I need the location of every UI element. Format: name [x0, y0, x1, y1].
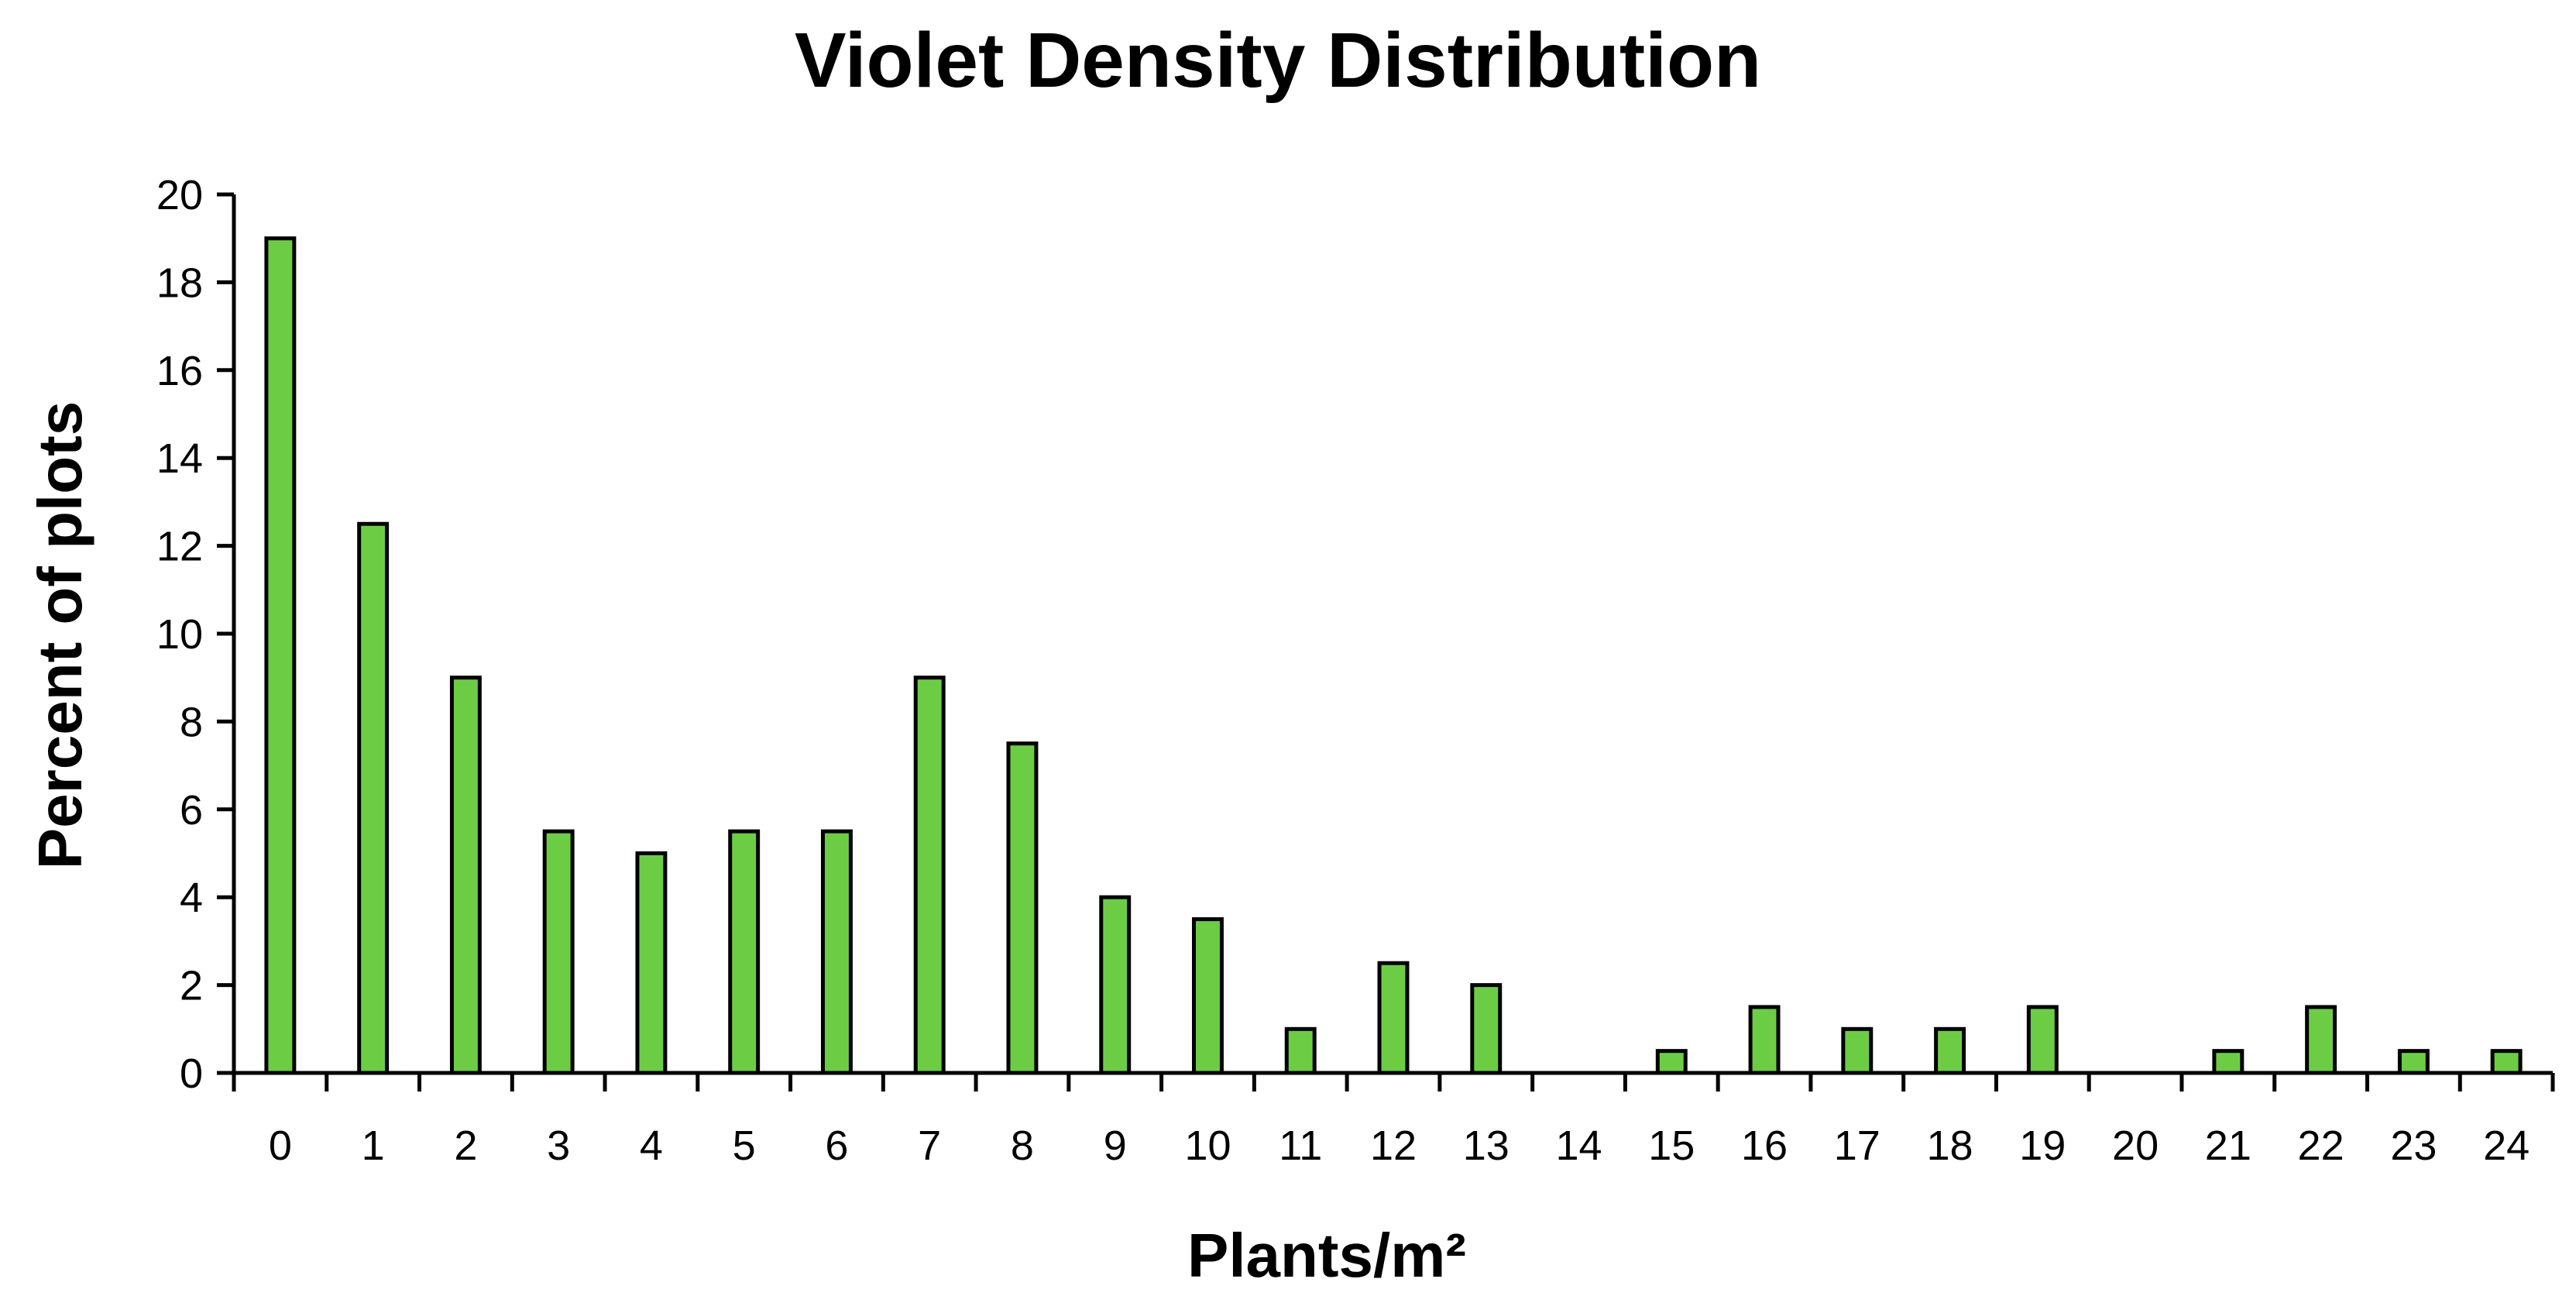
x-tick-label: 13 [1463, 1123, 1510, 1169]
bar-16 [1748, 1005, 1781, 1075]
bar-5 [728, 829, 761, 1075]
bars-group [264, 236, 2523, 1075]
y-tick-label: 14 [156, 435, 203, 482]
x-tick-label: 6 [825, 1123, 848, 1169]
y-tick-label: 8 [180, 699, 203, 745]
x-tick-label: 15 [1648, 1123, 1695, 1169]
y-tick-label: 16 [156, 348, 203, 394]
bar-15 [1655, 1049, 1688, 1075]
x-tick-label: 4 [640, 1123, 663, 1169]
x-tick-label: 23 [2390, 1123, 2437, 1169]
bar-7 [913, 676, 946, 1075]
y-tick-label: 2 [180, 963, 203, 1009]
bar-13 [1470, 983, 1503, 1075]
x-tick-label: 12 [1370, 1123, 1417, 1169]
x-tick-label: 18 [1927, 1123, 1973, 1169]
y-axis-title: Percent of plots [26, 401, 94, 870]
bar-23 [2397, 1049, 2430, 1075]
bar-10 [1192, 917, 1224, 1075]
x-tick-label: 0 [269, 1123, 292, 1169]
x-tick-label: 8 [1011, 1123, 1034, 1169]
x-tick-label: 2 [454, 1123, 477, 1169]
x-tick-label: 16 [1741, 1123, 1788, 1169]
x-tick-label: 19 [2019, 1123, 2066, 1169]
y-tick-label: 4 [180, 875, 203, 921]
x-tick-label: 22 [2298, 1123, 2344, 1169]
bar-11 [1284, 1026, 1317, 1075]
bar-19 [2026, 1005, 2059, 1075]
x-axis-title: Plants/m² [1187, 1221, 1466, 1290]
x-tick-label: 7 [918, 1123, 941, 1169]
x-tick-label: 9 [1104, 1123, 1127, 1169]
y-tick-label: 12 [156, 524, 203, 570]
bar-4 [635, 851, 668, 1075]
y-tick-label: 20 [156, 172, 203, 218]
bar-12 [1377, 961, 1410, 1075]
y-tick-label: 18 [156, 260, 203, 306]
y-ticks-group: 0 2 4 6 8 10 12 14 16 18 20 [156, 172, 234, 1097]
x-tick-label: 1 [362, 1123, 385, 1169]
bar-9 [1099, 895, 1132, 1075]
bar-2 [449, 676, 482, 1075]
bar-6 [820, 829, 853, 1075]
x-tick-label: 5 [733, 1123, 756, 1169]
x-tick-label: 24 [2483, 1123, 2530, 1169]
chart-title: Violet Density Distribution [795, 17, 1761, 104]
bar-18 [1934, 1026, 1966, 1075]
bar-0 [264, 236, 297, 1075]
bar-22 [2305, 1005, 2337, 1075]
x-tick-label: 20 [2112, 1123, 2159, 1169]
x-tick-label: 21 [2205, 1123, 2251, 1169]
bar-21 [2212, 1049, 2245, 1075]
x-tick-label: 11 [1279, 1123, 1322, 1169]
bar-24 [2490, 1049, 2523, 1075]
x-tick-label: 3 [547, 1123, 570, 1169]
x-tick-label: 17 [1834, 1123, 1880, 1169]
bar-8 [1006, 741, 1039, 1075]
x-ticks-group: 0 1 2 3 4 5 6 7 8 9 10 11 12 13 14 15 16 17 18 19 20 21 22 23 24 [232, 1073, 2555, 1169]
bar-3 [542, 829, 575, 1075]
x-tick-label: 14 [1555, 1123, 1602, 1169]
x-tick-label: 10 [1184, 1123, 1231, 1169]
y-tick-label: 10 [156, 611, 203, 658]
y-tick-label: 6 [180, 787, 203, 834]
axes-group [232, 194, 2553, 1075]
bar-1 [357, 521, 390, 1075]
y-tick-label: 0 [180, 1050, 203, 1097]
bar-17 [1841, 1026, 1874, 1075]
